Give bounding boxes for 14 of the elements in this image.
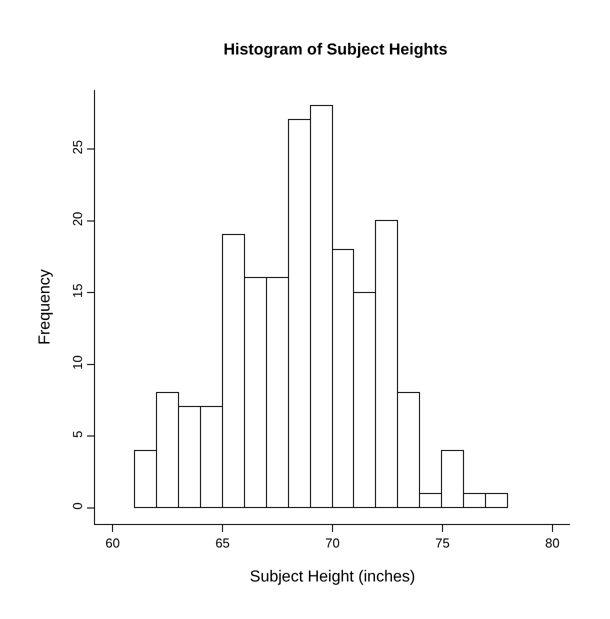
y-tick-label: 15: [70, 283, 85, 298]
x-tick-label: 80: [545, 536, 560, 551]
x-tick-label: 65: [215, 536, 230, 551]
y-tick-label: 25: [70, 140, 85, 154]
y-axis-title: Frequency: [36, 269, 54, 345]
x-axis-title: Subject Height (inches): [250, 568, 416, 586]
x-tick-label: 60: [105, 536, 120, 551]
y-tick-label: 10: [70, 355, 85, 370]
y-tick-label: 0: [70, 502, 85, 510]
chart-title: Histogram of Subject Heights: [223, 42, 448, 59]
y-tick-label: 5: [70, 430, 85, 438]
y-tick-label: 20: [70, 212, 85, 226]
x-tick-label: 70: [325, 536, 340, 551]
x-tick-label: 75: [435, 536, 450, 551]
